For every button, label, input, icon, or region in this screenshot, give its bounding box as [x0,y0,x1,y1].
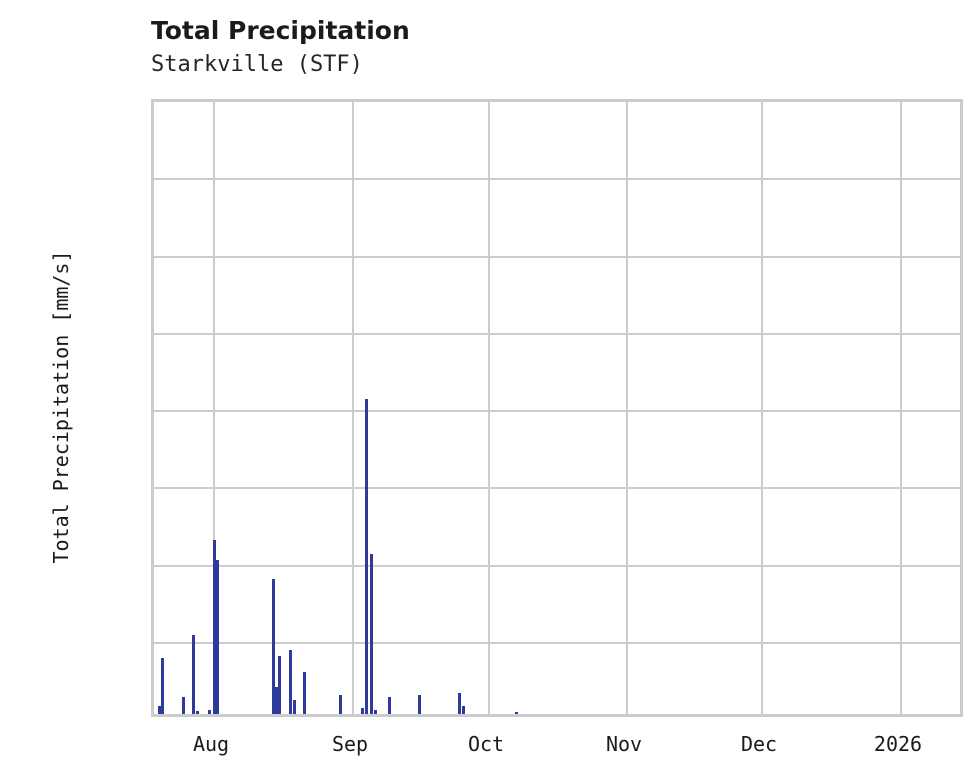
gridline-horizontal [154,564,960,567]
data-bar [161,658,164,714]
x-tick-label: Nov [605,732,643,756]
data-bar [196,710,199,714]
data-bar [462,706,465,714]
data-bar [208,710,211,714]
gridline-horizontal [154,410,960,412]
x-tick-label: 2026 [873,732,923,756]
plot-area [151,99,963,717]
gridline-vertical [352,102,354,714]
data-bar [303,671,306,714]
gridline-vertical [213,102,215,714]
data-bar [293,700,296,714]
gridline-horizontal [154,487,960,490]
gridline-horizontal [154,255,960,258]
data-bar [192,634,195,714]
x-tick-label: Oct [467,732,505,756]
chart-subtitle: Starkville (STF) [151,52,363,77]
gridline-vertical [488,102,490,714]
data-bar [515,712,518,714]
data-bar [275,686,278,714]
data-bar [158,706,161,714]
gridline-horizontal [154,641,960,644]
data-bar [370,553,373,714]
data-bar [272,578,275,714]
data-bar [458,692,461,714]
x-tick-label: Sep [331,732,369,756]
x-tick-label: Dec [740,732,778,756]
data-bar [365,399,368,714]
gridline-vertical [761,102,763,714]
data-bar [182,696,185,714]
data-bar [289,650,292,714]
x-tick-label: Aug [192,732,230,756]
data-bar [216,559,219,714]
gridline-horizontal [154,332,960,335]
data-bar [213,540,216,714]
data-bar [374,710,377,714]
data-bar [339,694,342,714]
chart-title: Total Precipitation [151,16,410,45]
data-bar [388,696,391,714]
gridline-vertical [900,102,902,714]
data-bar [278,656,281,714]
data-bar [361,708,364,714]
gridline-vertical [626,102,628,714]
gridline-horizontal [154,178,960,181]
data-bar [418,694,421,714]
